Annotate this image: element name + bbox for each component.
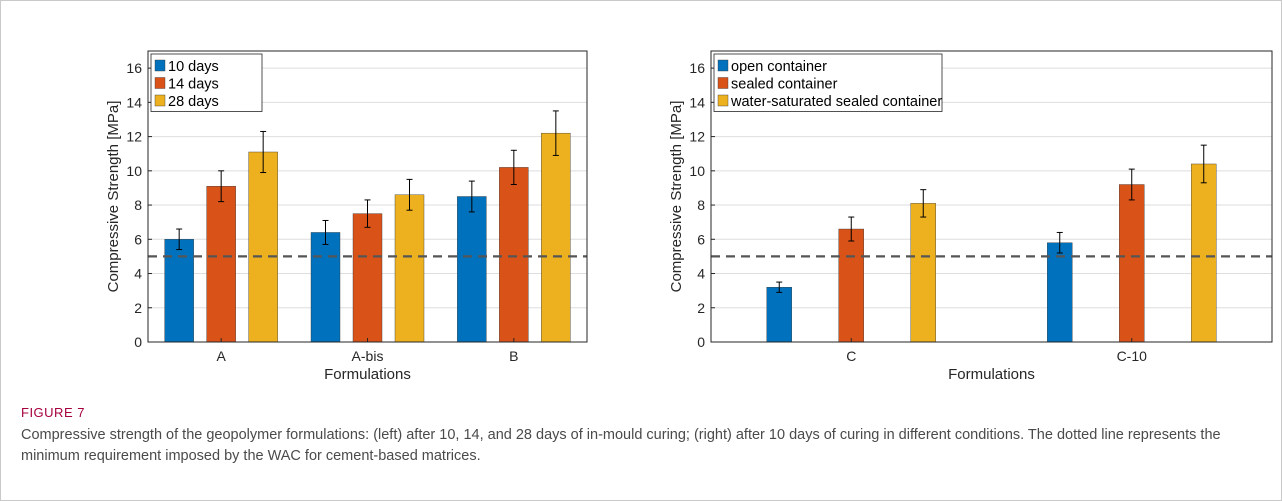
legend-swatch: [154, 77, 166, 89]
legend-swatch: [717, 94, 729, 107]
y-tick-label: 4: [134, 266, 142, 282]
y-axis-label: Compressive Strength [MPa]: [105, 101, 122, 293]
y-tick-label: 2: [134, 300, 142, 316]
y-tick-label: 6: [697, 231, 705, 247]
y-tick-label: 16: [689, 60, 705, 76]
legend-box: [713, 53, 943, 112]
bar: [206, 186, 236, 343]
bar: [164, 239, 194, 343]
y-tick-label: 14: [689, 94, 705, 110]
legend-label: water-saturated sealed container: [730, 94, 942, 110]
legend-swatch: [717, 77, 729, 89]
legend-label: 10 days: [168, 59, 219, 75]
y-tick-label: 0: [134, 334, 142, 350]
y-tick-label: 16: [126, 60, 142, 76]
legend-box: [150, 53, 263, 112]
y-tick-label: 2: [697, 300, 705, 316]
legend-label: 28 days: [168, 94, 219, 110]
bar: [352, 213, 383, 343]
y-tick-label: 10: [126, 163, 142, 179]
x-tick-label: A: [216, 348, 226, 364]
y-tick-label: 4: [697, 266, 705, 282]
bar: [766, 287, 792, 343]
x-tick-label: B: [509, 348, 518, 364]
y-tick-label: 6: [134, 231, 142, 247]
y-tick-label: 14: [126, 94, 142, 110]
legend-label: open container: [731, 59, 827, 75]
y-tick-label: 8: [134, 197, 142, 213]
bar: [457, 196, 487, 343]
legend-label: sealed container: [731, 77, 838, 93]
x-axis-label: Formulations: [324, 366, 411, 383]
y-tick-label: 10: [689, 163, 705, 179]
axes-box: [147, 50, 588, 343]
legend-swatch: [154, 94, 166, 107]
chart-left: A A-bis B 0 2 4 6 8 10 12 14 16 Formulations Compress…: [105, 50, 588, 383]
legend-label: 14 days: [168, 77, 219, 93]
bar: [1047, 242, 1073, 343]
bar: [1119, 184, 1145, 343]
x-tick-label: C: [846, 348, 856, 364]
bar: [248, 151, 278, 343]
figure-label: FIGURE 7: [21, 405, 85, 420]
chart-right: C C-10 0 2 4 6 8 10 12 14 16 Formulations Compressiv…: [668, 50, 1273, 383]
bar: [310, 232, 341, 343]
y-tick-label: 12: [689, 129, 705, 145]
y-tick-label: 12: [126, 129, 142, 145]
x-tick-label: A-bis: [352, 348, 384, 364]
x-tick-label: C-10: [1117, 348, 1148, 364]
legend-swatch: [717, 59, 729, 72]
bar: [541, 132, 571, 343]
bar: [394, 194, 425, 343]
x-axis-label: Formulations: [948, 366, 1035, 383]
bar: [910, 203, 936, 343]
legend-swatch: [154, 59, 166, 72]
y-axis-label: Compressive Strength [MPa]: [668, 101, 685, 293]
bar: [838, 228, 864, 343]
y-tick-label: 8: [697, 197, 705, 213]
axes-box: [710, 50, 1273, 343]
y-tick-label: 0: [697, 334, 705, 350]
figure-caption: Compressive strength of the geopolymer f…: [21, 427, 1221, 464]
bar: [499, 167, 529, 343]
bar: [1191, 163, 1217, 343]
